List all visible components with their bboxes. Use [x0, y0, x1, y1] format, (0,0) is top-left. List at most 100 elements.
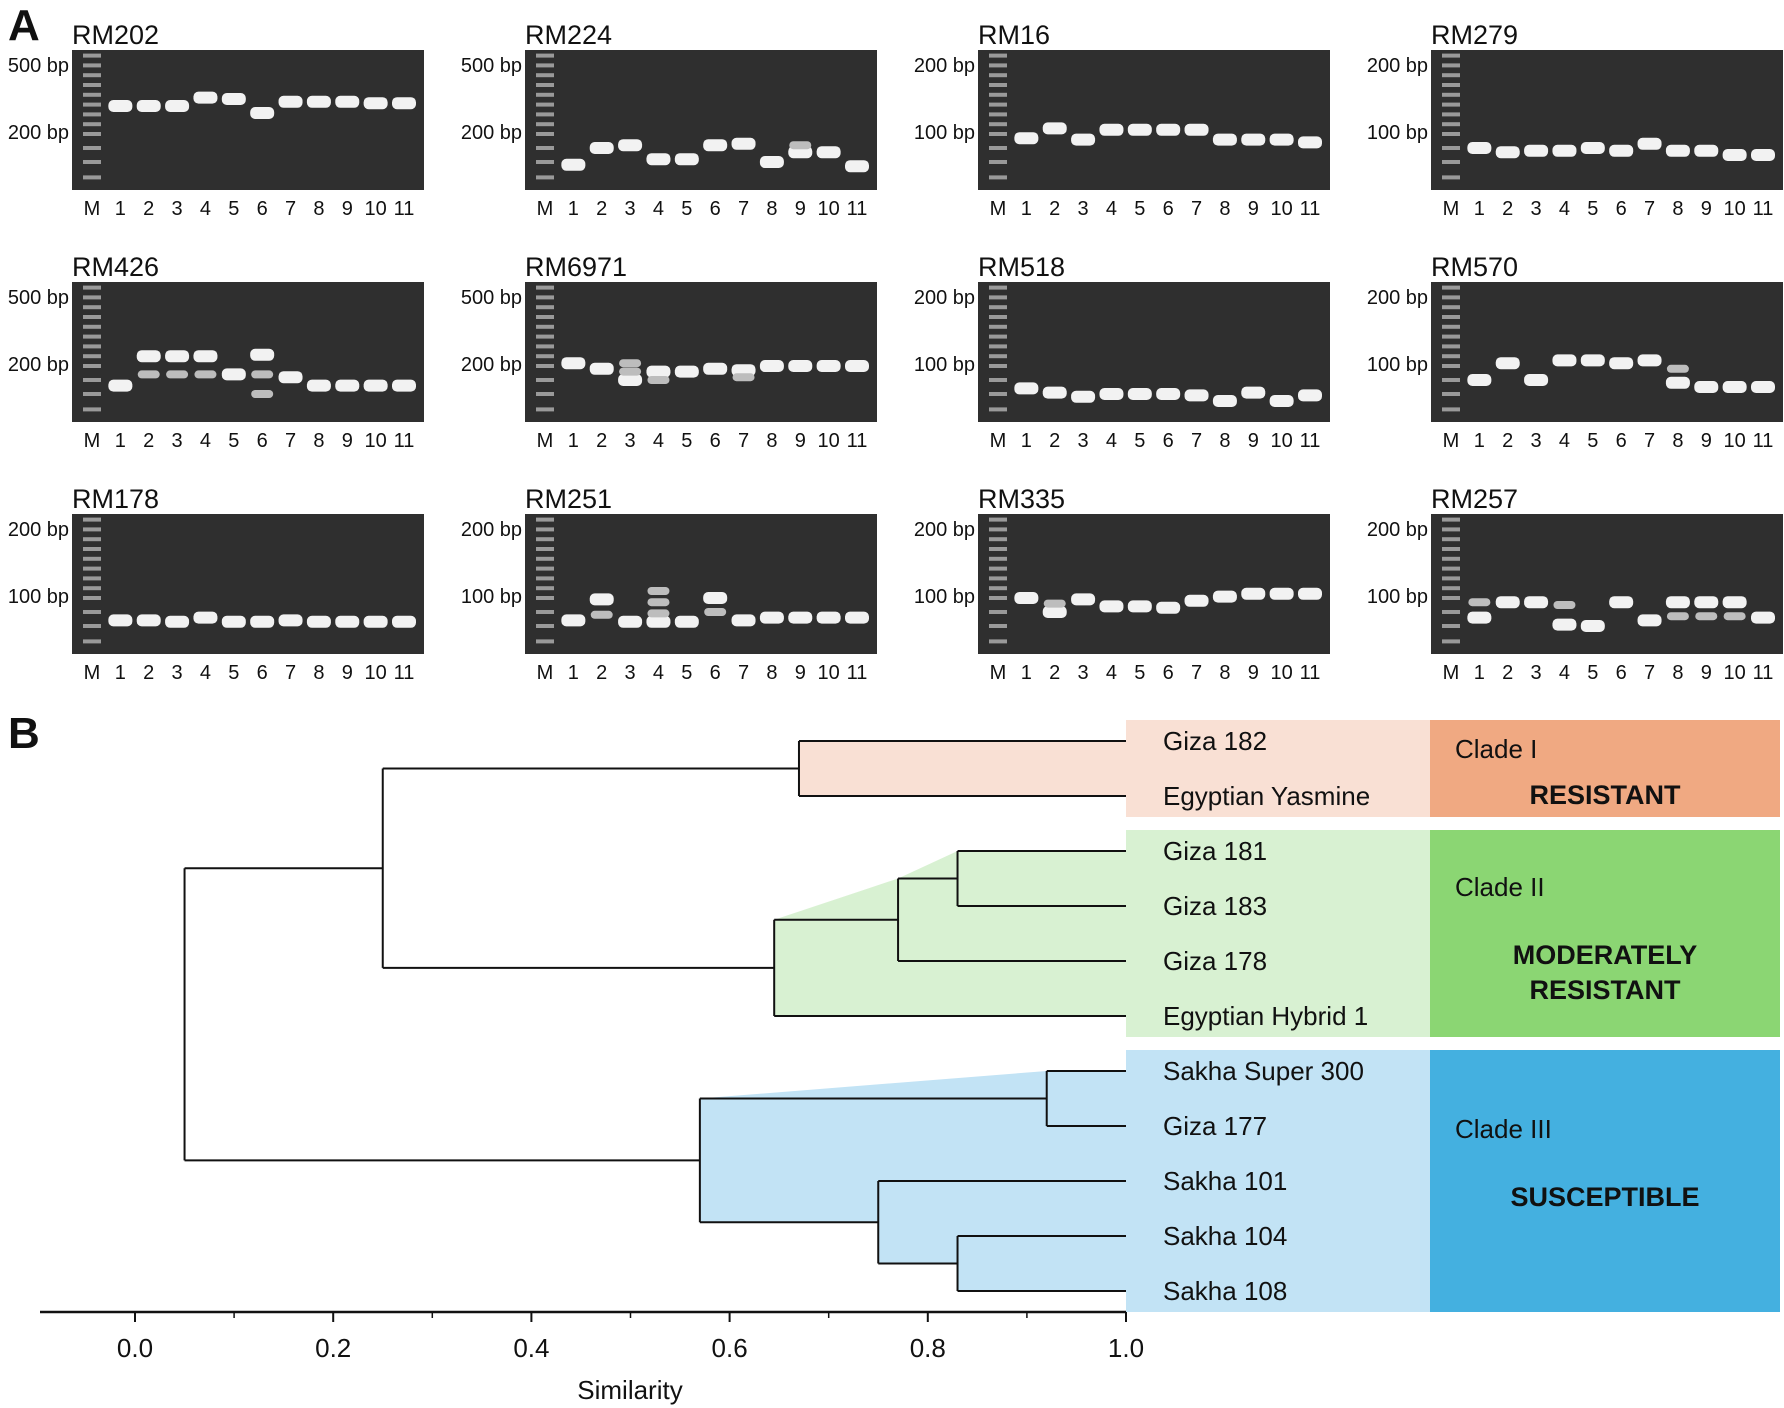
- dna-band: [1241, 133, 1266, 146]
- gel-image: [525, 282, 877, 422]
- ladder-band: [1442, 586, 1460, 591]
- ladder-band: [536, 92, 554, 97]
- lane-label: 4: [1559, 198, 1570, 220]
- dna-band: [1184, 594, 1209, 607]
- ladder-band: [83, 315, 101, 319]
- size-marker-label: 200 bp: [8, 519, 69, 541]
- gel-image: [525, 514, 877, 654]
- dna-band: [561, 357, 586, 370]
- ladder-band: [1442, 624, 1460, 628]
- dna-band: [1751, 611, 1775, 624]
- dna-band: [1042, 122, 1067, 135]
- lane-label: M: [990, 198, 1007, 220]
- size-marker-label: 100 bp: [914, 122, 975, 144]
- ladder-band: [1442, 160, 1460, 164]
- dna-band: [335, 95, 360, 108]
- dna-band: [1156, 601, 1181, 614]
- size-marker-label: 100 bp: [914, 354, 975, 376]
- ladder-band: [83, 295, 101, 300]
- lane-label: 2: [596, 430, 607, 452]
- dna-band: [1241, 587, 1266, 600]
- lane-label: 2: [1049, 662, 1060, 684]
- dna-band: [759, 156, 784, 168]
- lane-label: 8: [313, 198, 324, 220]
- ladder-band: [536, 73, 554, 78]
- faint-band: [1695, 612, 1718, 621]
- dna-band: [363, 379, 388, 392]
- lane-label: 10: [1724, 198, 1746, 220]
- ladder-band: [83, 596, 101, 600]
- lane-label: 8: [1219, 198, 1230, 220]
- dna-band: [674, 153, 699, 166]
- lane-label: 6: [710, 662, 721, 684]
- ladder-band: [536, 344, 554, 349]
- gel-title: RM570: [1431, 252, 1518, 282]
- ladder-band: [989, 146, 1007, 150]
- axis-tick-label: 0.0: [117, 1333, 153, 1363]
- ladder-band: [989, 324, 1007, 329]
- size-marker-label: 500 bp: [461, 55, 522, 77]
- ladder-band: [1442, 102, 1460, 107]
- lane-label: 11: [1753, 198, 1774, 220]
- ladder-band: [536, 122, 554, 127]
- ladder-band: [536, 547, 554, 551]
- faint-band: [194, 370, 217, 379]
- dna-band: [1241, 386, 1266, 399]
- lane-label: 1: [568, 662, 579, 684]
- ladder-band: [989, 576, 1007, 581]
- dna-band: [1495, 596, 1520, 609]
- dna-band: [306, 615, 331, 628]
- gel-title: RM518: [978, 252, 1065, 282]
- lane-label: 2: [1502, 198, 1513, 220]
- ladder-band: [1442, 175, 1460, 180]
- dna-band: [1609, 596, 1634, 609]
- cultivar-label: Sakha 108: [1163, 1276, 1287, 1306]
- ladder-band: [1442, 354, 1460, 359]
- dna-band: [845, 360, 869, 372]
- dna-band: [363, 615, 388, 628]
- lane-label: M: [990, 430, 1007, 452]
- ladder-band: [1442, 566, 1460, 571]
- axis-tick-label: 0.8: [910, 1333, 946, 1363]
- lane-label: 4: [653, 662, 664, 684]
- lane-label: 6: [257, 430, 268, 452]
- ladder-band: [83, 324, 101, 329]
- lane-label: 3: [625, 430, 636, 452]
- faint-band: [166, 370, 189, 379]
- ladder-band: [536, 132, 554, 136]
- ladder-band: [1442, 122, 1460, 127]
- ladder-band: [536, 624, 554, 628]
- dna-band: [618, 374, 643, 386]
- cultivar-label: Sakha 101: [1163, 1166, 1287, 1196]
- ladder-band: [536, 53, 554, 58]
- lane-label: 6: [257, 198, 268, 220]
- ladder-band: [83, 392, 101, 396]
- lane-label: 8: [1219, 430, 1230, 452]
- dna-band: [1467, 611, 1492, 624]
- axis-tick-label: 1.0: [1108, 1333, 1144, 1363]
- ladder-band: [989, 344, 1007, 349]
- ladder-band: [536, 364, 554, 368]
- lane-label: 11: [1300, 430, 1321, 452]
- ladder-band: [83, 146, 101, 150]
- gel-image: [978, 50, 1330, 190]
- gel-title: RM16: [978, 20, 1050, 50]
- ladder-band: [989, 305, 1007, 310]
- ladder-band: [989, 517, 1007, 522]
- ladder-band: [83, 586, 101, 591]
- lane-label: 3: [1531, 430, 1542, 452]
- ladder-band: [83, 132, 101, 136]
- ladder-band: [1442, 392, 1460, 396]
- ladder-band: [989, 547, 1007, 551]
- ladder-band: [989, 315, 1007, 319]
- ladder-band: [536, 537, 554, 542]
- ladder-band: [83, 305, 101, 310]
- ladder-band: [83, 63, 101, 68]
- lane-label: 1: [568, 430, 579, 452]
- dna-band: [136, 614, 161, 627]
- ladder-band: [536, 576, 554, 581]
- ladder-band: [1442, 132, 1460, 136]
